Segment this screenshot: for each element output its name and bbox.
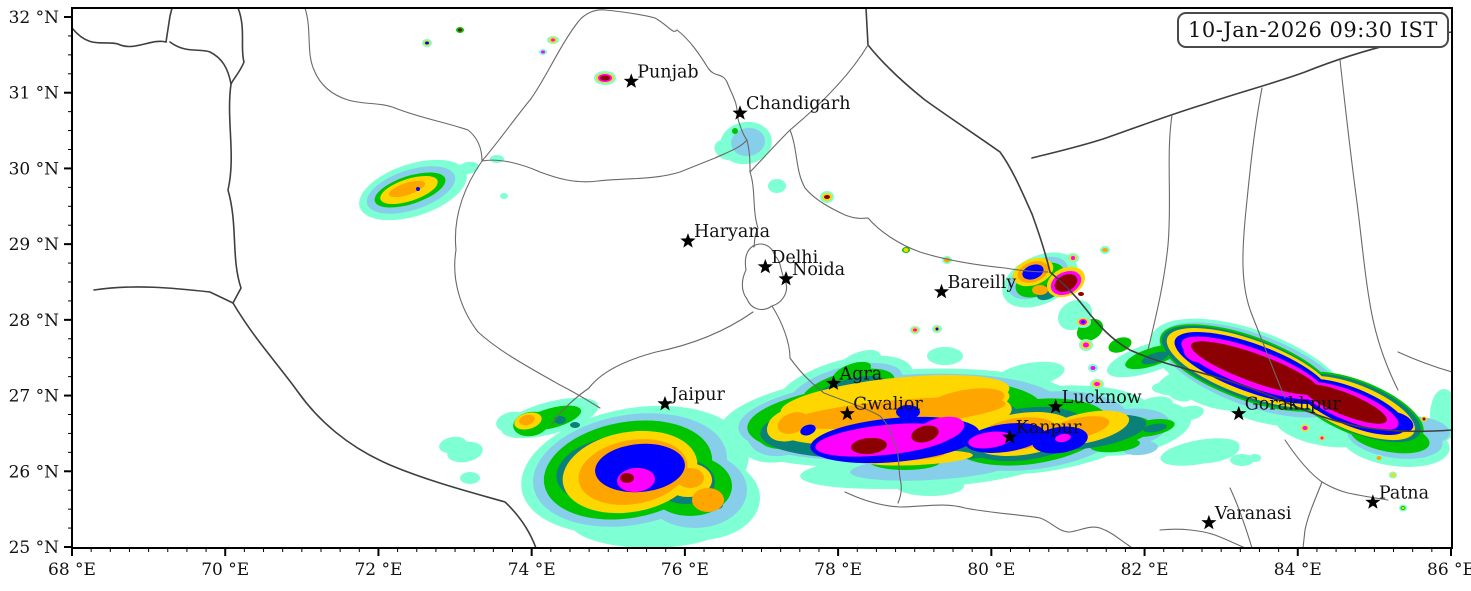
- city-label: Varanasi: [1214, 504, 1292, 524]
- y-axis-tick-label: 26 °N: [9, 462, 60, 482]
- city-star-icon: [623, 73, 639, 88]
- x-axis-tick-label: 72 °E: [354, 560, 402, 580]
- timestamp-label: 10-Jan-2026 09:30 IST: [1188, 18, 1438, 42]
- city-label: Gwalior: [853, 395, 923, 415]
- city-marker-agra: Agra: [825, 364, 883, 390]
- city-star-icon: [825, 375, 842, 390]
- radar-level-9-darkred: [620, 274, 1387, 483]
- city-star-icon: [1048, 398, 1064, 414]
- state-boundary-line: [481, 9, 748, 162]
- city-star-icon: [839, 405, 855, 421]
- state-boundary-line: [1147, 114, 1173, 351]
- y-axis-tick-label: 28 °N: [9, 311, 60, 331]
- map-frame: [71, 7, 1453, 549]
- city-label: Delhi: [771, 248, 818, 268]
- city-marker-punjab: Punjab: [623, 62, 699, 88]
- city-label: Lucknow: [1062, 388, 1142, 408]
- radar-level-1-aquamarine: [359, 121, 1452, 548]
- state-boundary-line: [1159, 528, 1246, 548]
- state-boundary-line: [1339, 59, 1399, 391]
- city-marker-noida: Noida: [778, 260, 845, 286]
- city-label: Punjab: [637, 62, 698, 82]
- x-axis-tick-label: 76 °E: [661, 560, 709, 580]
- state-boundary-line: [1242, 87, 1286, 399]
- state-boundary-line: [551, 311, 754, 425]
- city-star-icon: [933, 283, 950, 299]
- boundary-layer: [72, 8, 1452, 548]
- city-marker-jaipur: Jaipur: [657, 385, 725, 411]
- city-star-icon: [778, 271, 794, 286]
- x-axis-tick-label: 68 °E: [48, 560, 96, 580]
- state-boundary-line: [1397, 351, 1452, 373]
- y-axis-tick-label: 25 °N: [9, 538, 60, 558]
- city-label: Patna: [1379, 483, 1429, 503]
- timestamp-box: 10-Jan-2026 09:30 IST: [1177, 12, 1449, 48]
- x-axis-tick-label: 86 °E: [1427, 560, 1471, 580]
- city-marker-lucknow: Lucknow: [1048, 388, 1142, 414]
- city-marker-bareilly: Bareilly: [933, 273, 1017, 299]
- y-axis-tick-label: 32 °N: [9, 8, 60, 28]
- state-boundary-line: [746, 139, 759, 248]
- x-axis-tick-label: 84 °E: [1274, 560, 1322, 580]
- state-boundary-line: [1302, 481, 1323, 548]
- state-boundary-line: [454, 160, 601, 409]
- country-boundary-line: [93, 286, 234, 304]
- city-star-icon: [1201, 514, 1217, 530]
- city-marker-patna: Patna: [1365, 483, 1429, 509]
- state-boundary-line: [304, 8, 483, 162]
- city-star-icon: [680, 233, 696, 248]
- city-marker-kanpur: Kanpur: [1002, 418, 1082, 444]
- axes-layer: 68 °E 70 °E 72 °E 74 °E 76 °E 78 °E 80 °E 82 °E…: [9, 8, 1471, 580]
- x-axis-tick-label: 70 °E: [201, 560, 249, 580]
- country-boundary-line: [232, 302, 537, 548]
- state-boundary-line: [1284, 439, 1389, 501]
- city-label: Kanpur: [1016, 418, 1082, 438]
- country-boundary-line: [865, 8, 1051, 273]
- city-star-icon: [732, 105, 748, 120]
- x-axis-tick-label: 80 °E: [967, 560, 1015, 580]
- city-marker-delhi: Delhi: [757, 248, 819, 274]
- y-axis-tick-label: 29 °N: [9, 235, 60, 255]
- city-star-icon: [1365, 494, 1381, 509]
- state-boundary-line: [481, 139, 748, 183]
- country-boundary-line: [72, 8, 173, 48]
- state-boundary-line: [771, 305, 791, 359]
- city-marker-gwalior: Gwalior: [839, 395, 923, 421]
- city-star-icon: [1231, 405, 1247, 421]
- state-boundary-line: [749, 44, 869, 173]
- radar-specks: [422, 27, 1427, 512]
- city-star-icon: [1002, 429, 1018, 444]
- state-boundary-line: [1229, 487, 1253, 548]
- city-marker-haryana: Haryana: [680, 222, 770, 248]
- state-boundary-line: [789, 129, 1049, 273]
- country-boundary-line: [1049, 271, 1452, 433]
- city-label: Jaipur: [669, 385, 726, 405]
- city-label: Chandigarh: [746, 94, 850, 114]
- city-marker-gorakhpur: Gorakhpur: [1231, 395, 1342, 421]
- city-star-icon: [657, 395, 673, 411]
- city-star-icon: [757, 258, 773, 274]
- y-axis-tick-label: 30 °N: [9, 159, 60, 179]
- state-boundary-line: [844, 491, 1133, 548]
- radar-layer: [359, 27, 1452, 548]
- city-label: Noida: [792, 260, 845, 280]
- city-label: Bareilly: [948, 273, 1017, 293]
- city-label: Agra: [839, 364, 883, 384]
- x-axis-tick-label: 78 °E: [814, 560, 862, 580]
- city-label: Gorakhpur: [1245, 395, 1342, 415]
- x-axis-tick-label: 74 °E: [508, 560, 556, 580]
- state-boundary-line: [789, 357, 902, 504]
- city-marker-chandigarh: Chandigarh: [732, 94, 850, 120]
- y-axis-tick-label: 27 °N: [9, 387, 60, 407]
- city-label: Haryana: [694, 222, 770, 242]
- country-boundary-line: [1031, 31, 1452, 159]
- city-marker-varanasi: Varanasi: [1201, 504, 1292, 530]
- country-boundary-line: [169, 41, 242, 304]
- y-axis-tick-label: 31 °N: [9, 84, 60, 104]
- country-boundary-line: [230, 8, 245, 85]
- x-axis-tick-label: 82 °E: [1121, 560, 1169, 580]
